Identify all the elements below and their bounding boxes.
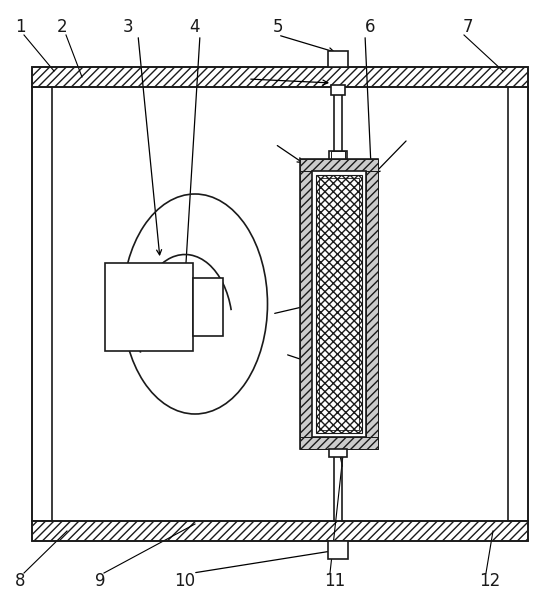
Bar bbox=[32, 87, 52, 521]
Bar bbox=[300, 437, 378, 449]
Text: 9: 9 bbox=[95, 572, 105, 590]
Text: 1: 1 bbox=[15, 18, 25, 36]
Bar bbox=[508, 87, 528, 521]
Bar bbox=[328, 541, 348, 559]
Text: 3: 3 bbox=[123, 18, 133, 36]
Text: 5: 5 bbox=[273, 18, 283, 36]
Bar bbox=[32, 521, 528, 541]
Bar bbox=[331, 151, 345, 159]
Bar bbox=[316, 175, 362, 433]
Bar bbox=[319, 178, 359, 430]
Bar bbox=[32, 67, 528, 541]
Bar bbox=[312, 171, 366, 437]
Bar bbox=[300, 171, 312, 437]
Bar bbox=[329, 449, 347, 457]
Bar bbox=[366, 171, 378, 437]
Bar bbox=[32, 67, 528, 87]
Text: 4: 4 bbox=[190, 18, 200, 36]
Bar bbox=[300, 159, 378, 171]
Bar bbox=[300, 159, 378, 449]
Bar bbox=[193, 278, 223, 336]
Bar bbox=[105, 263, 193, 351]
Text: 8: 8 bbox=[15, 572, 25, 590]
Text: 11: 11 bbox=[324, 572, 346, 590]
Bar bbox=[329, 151, 347, 159]
Text: 2: 2 bbox=[57, 18, 67, 36]
Text: 7: 7 bbox=[463, 18, 473, 36]
Text: 6: 6 bbox=[365, 18, 375, 36]
Bar bbox=[328, 51, 348, 67]
Text: 10: 10 bbox=[174, 572, 195, 590]
Bar bbox=[331, 85, 345, 95]
Text: 12: 12 bbox=[479, 572, 501, 590]
